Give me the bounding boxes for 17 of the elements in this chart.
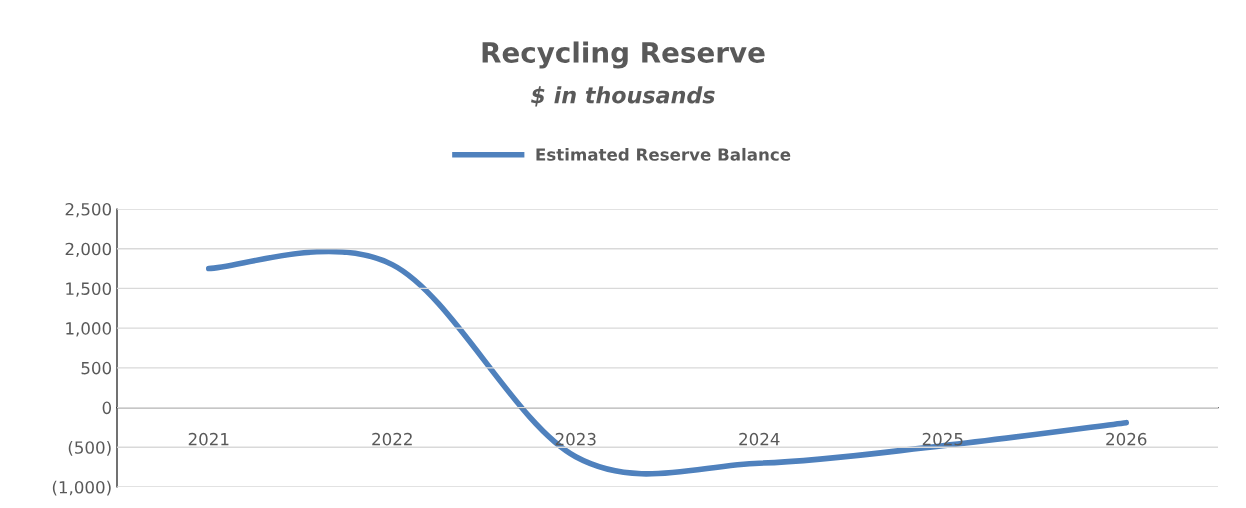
y-tick-label: 500 <box>81 361 112 375</box>
x-tick-label: 2023 <box>555 432 596 446</box>
x-tick-label: 2024 <box>739 432 780 446</box>
y-tick-label: (1,000) <box>52 480 111 496</box>
chart-title: Recycling Reserve <box>482 41 765 69</box>
x-tick-label: 2021 <box>188 432 229 446</box>
chart-subtitle: $ in thousands <box>531 86 715 107</box>
y-tick-label: 1,000 <box>66 322 112 337</box>
x-tick-label: 2022 <box>372 432 412 446</box>
y-tick-label: (500) <box>68 440 111 456</box>
y-tick-label: 2,000 <box>65 242 112 257</box>
y-tick-label: 1,500 <box>66 282 112 297</box>
x-tick-label: 2025 <box>922 432 963 446</box>
x-tick-label: 2026 <box>1106 432 1147 446</box>
y-tick-label: 0 <box>102 401 112 415</box>
y-tick-label: 2,500 <box>65 202 112 218</box>
legend-label: Estimated Reserve Balance <box>536 147 791 161</box>
